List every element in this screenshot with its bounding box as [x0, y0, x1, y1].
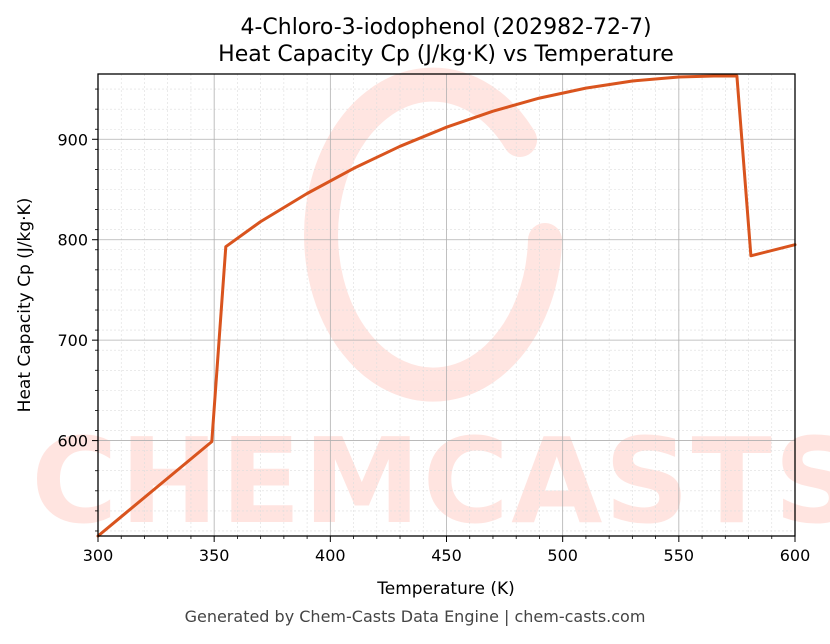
y-tick-label: 900 — [57, 130, 88, 149]
series-layer — [96, 74, 797, 538]
axis-ticks: 300 350 400 450 500 550 600 600 700 800 900 — [57, 88, 811, 565]
x-tick-label: 500 — [547, 546, 578, 565]
x-axis-label: Temperature (K) — [376, 579, 515, 599]
footer-credit: Generated by Chem-Casts Data Engine | ch… — [184, 607, 646, 626]
x-tick-label: 450 — [431, 546, 462, 565]
y-tick-label: 600 — [57, 432, 88, 451]
y-tick-label: 700 — [57, 331, 88, 350]
watermark-text: CHEMCASTS — [31, 412, 830, 550]
watermark: CHEMCASTS — [31, 67, 830, 550]
x-tick-label: 300 — [83, 546, 114, 565]
chart-title: 4-Chloro-3-iodophenol (202982-72-7) — [240, 15, 651, 40]
x-tick-label: 600 — [780, 546, 811, 565]
x-tick-label: 400 — [315, 546, 346, 565]
chart-subtitle: Heat Capacity Cp (J/kg·K) vs Temperature — [218, 42, 674, 67]
y-tick-label: 800 — [57, 231, 88, 250]
series-line-heat-capacity — [96, 74, 797, 538]
heat-capacity-chart: CHEMCASTS 300 350 400 450 500 550 600 600 700 800… — [15, 15, 830, 599]
x-tick-label: 550 — [664, 546, 695, 565]
watermark-logo-icon — [304, 67, 562, 402]
y-axis-label: Heat Capacity Cp (J/kg·K) — [15, 198, 35, 413]
x-tick-label: 350 — [199, 546, 230, 565]
